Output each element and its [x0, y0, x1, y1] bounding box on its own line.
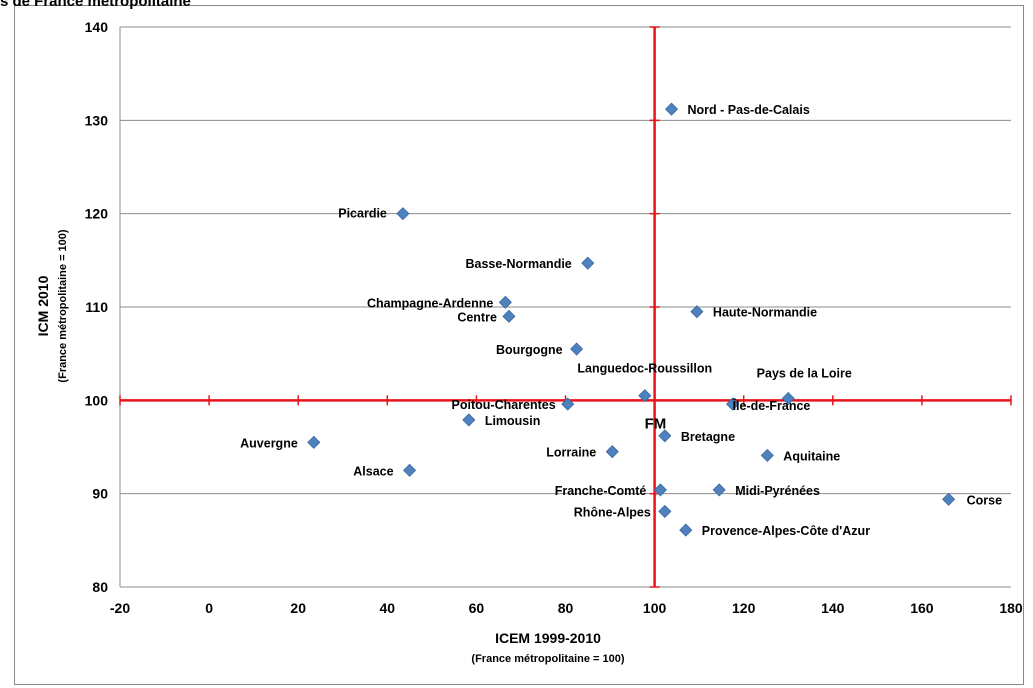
- x-tick-label: 60: [469, 600, 485, 616]
- data-point: [570, 342, 584, 356]
- point-label: Rhône-Alpes: [574, 505, 651, 519]
- tick-labels: 80 90 100 110 120 130 140 -20 0 20 40 60 80 100 120 140…: [85, 19, 1023, 616]
- point-label: FM: [645, 415, 667, 432]
- point-label: Picardie: [338, 207, 387, 221]
- chart-title: s de France métropolitaine: [0, 0, 191, 10]
- gridlines: [119, 26, 1011, 588]
- data-point: [658, 504, 672, 518]
- data-points: [307, 102, 956, 537]
- data-point: [396, 207, 410, 221]
- y-tick-label: 90: [92, 486, 108, 502]
- x-tick-label: 120: [732, 600, 756, 616]
- x-axis-sublabel: (France métropolitaine = 100): [471, 653, 624, 665]
- y-tick-label: 110: [85, 299, 108, 315]
- point-label: Bourgogne: [496, 343, 563, 357]
- data-point: [605, 445, 619, 459]
- x-tick-label: 0: [205, 600, 213, 616]
- chart-frame: [14, 5, 1024, 685]
- y-tick-label: 80: [92, 579, 108, 595]
- point-label: Île-de-France: [732, 398, 811, 413]
- data-point: [658, 429, 672, 443]
- point-label: Champagne-Ardenne: [367, 296, 493, 310]
- x-tick-label: 160: [910, 600, 934, 616]
- x-tick-label: -20: [110, 600, 130, 616]
- data-point: [690, 305, 704, 319]
- data-point: [664, 102, 679, 116]
- x-tick-label: 100: [643, 600, 667, 616]
- point-label: Limousin: [485, 414, 541, 428]
- data-point: [942, 492, 956, 506]
- y-tick-label: 100: [85, 392, 109, 408]
- y-tick-label: 120: [85, 206, 109, 222]
- x-tick-label: 140: [821, 600, 845, 616]
- point-label: Franche-Comté: [555, 484, 647, 498]
- data-point: [638, 389, 652, 403]
- data-point: [462, 413, 476, 427]
- point-labels: Nord - Pas-de-Calais Picardie Basse-Norman…: [240, 103, 1002, 538]
- point-label: Bretagne: [681, 430, 735, 444]
- point-label: Auvergne: [240, 436, 298, 450]
- y-tick-label: 130: [85, 112, 109, 128]
- data-point: [498, 295, 512, 309]
- point-label: Alsace: [353, 464, 393, 478]
- point-label: Midi-Pyrénées: [735, 484, 820, 498]
- data-point: [653, 483, 667, 497]
- x-tick-label: 40: [380, 600, 396, 616]
- point-label: Provence-Alpes-Côte d'Azur: [702, 524, 870, 538]
- point-label: Aquitaine: [783, 449, 840, 463]
- data-point: [712, 483, 726, 497]
- point-label: Nord - Pas-de-Calais: [688, 103, 810, 117]
- data-point: [760, 448, 774, 462]
- data-point: [502, 309, 516, 323]
- data-point: [403, 463, 417, 477]
- point-label: Corse: [967, 493, 1002, 507]
- data-point: [725, 397, 740, 411]
- point-label: Centre: [457, 310, 497, 324]
- point-label: Basse-Normandie: [465, 257, 571, 271]
- point-label: Poitou-Charentes: [452, 398, 556, 412]
- data-point: [581, 256, 595, 270]
- x-axis-label: ICEM 1999-2010: [495, 630, 601, 646]
- y-axis-label: ICM 2010: [35, 275, 51, 336]
- point-label: Lorraine: [546, 446, 596, 460]
- y-axis-sublabel: (France métropolitaine = 100): [57, 229, 69, 382]
- point-label: Haute-Normandie: [713, 306, 817, 320]
- data-point: [679, 523, 693, 537]
- data-point: [781, 391, 795, 406]
- x-tick-label: 180: [999, 600, 1023, 616]
- data-point: [307, 435, 321, 449]
- x-tick-label: 20: [290, 600, 306, 616]
- x-tick-label: 80: [558, 600, 574, 616]
- point-label: Languedoc-Roussillon: [577, 362, 712, 376]
- y-tick-label: 140: [85, 19, 109, 35]
- data-point: [561, 397, 575, 411]
- point-label: Pays de la Loire: [757, 366, 852, 380]
